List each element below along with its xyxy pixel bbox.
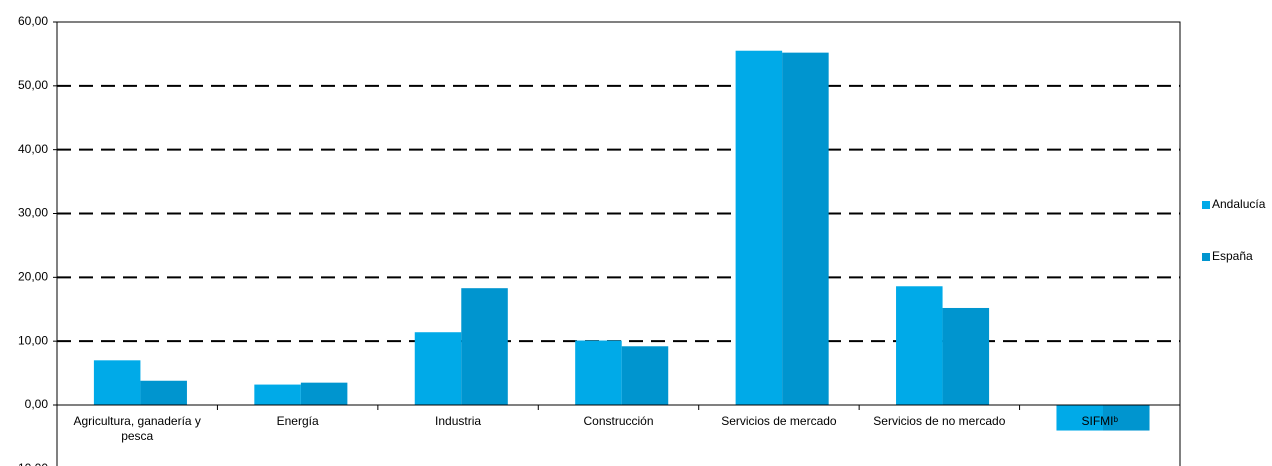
y-tick-label: -10,00 [14,461,48,466]
plot-frame [56,21,1181,466]
x-tick-label: Servicios de no mercado [873,414,1006,428]
bar [300,382,348,405]
x-tick-label: SIFMIᵇ [1081,414,1119,428]
y-tick-label: 10,00 [18,333,48,347]
legend-swatch [1202,201,1210,209]
bar [414,332,462,405]
x-tick-label: Energía [276,414,319,428]
bar [896,286,943,405]
legend-swatch [1202,253,1210,261]
y-tick-label: 50,00 [18,78,48,92]
bar [1102,405,1150,431]
bar [621,346,669,405]
bar [782,52,829,405]
y-tick-label: 20,00 [18,270,48,284]
legend-label: España [1212,249,1253,263]
y-tick-label: 0,00 [25,397,49,411]
bar [575,340,622,405]
x-tick-label: Agricultura, ganadería y pesca [73,414,201,443]
bar [140,380,187,405]
x-tick-label: Servicios de mercado [721,414,837,428]
y-tick-label: 30,00 [18,206,48,220]
bar [942,307,990,405]
x-tick-label: Industria [435,414,482,428]
legend-label: Andalucía [1212,197,1266,211]
y-tick-label: 60,00 [18,14,48,28]
bar [93,360,141,405]
bar [461,288,508,405]
bar [1056,405,1103,431]
bar [254,384,301,405]
bar [735,50,783,405]
x-tick-label: Construcción [583,414,654,428]
y-tick-label: 40,00 [18,142,48,156]
